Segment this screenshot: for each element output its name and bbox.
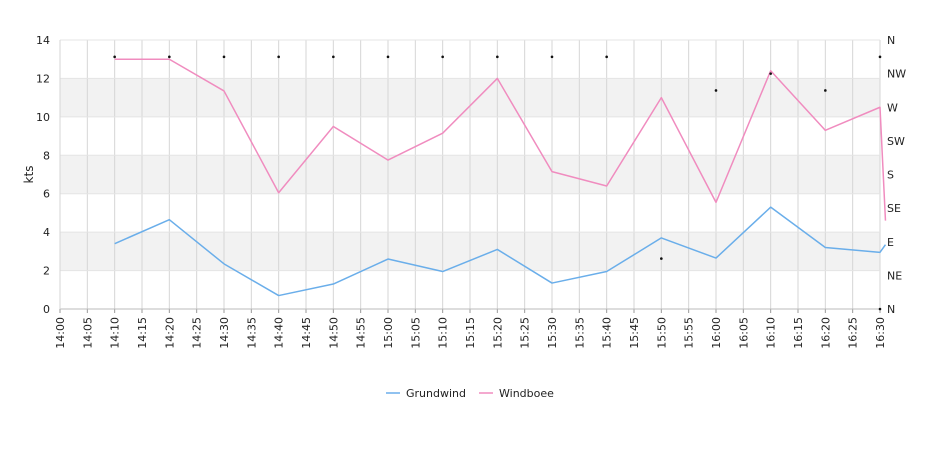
direction-point — [824, 89, 827, 92]
x-tick-label: 16:00 — [710, 317, 723, 349]
x-tick-label: 15:25 — [519, 317, 532, 349]
x-tick-label: 16:25 — [847, 317, 860, 349]
direction-tick-label: W — [887, 101, 898, 114]
direction-point — [550, 55, 554, 59]
y-tick-label: 6 — [43, 188, 50, 201]
direction-point — [222, 55, 226, 59]
direction-point — [605, 55, 608, 59]
x-tick-label: 16:20 — [819, 317, 832, 349]
x-tick-label: 14:50 — [327, 317, 340, 349]
direction-tick-labels: N NE E SE S SW W NW N — [887, 34, 906, 316]
x-tick-label: 14:20 — [163, 317, 176, 349]
x-tick-label: 14:55 — [355, 317, 368, 349]
direction-points — [113, 55, 882, 311]
x-tick-label: 15:50 — [655, 317, 668, 349]
x-tick-label: 16:10 — [765, 317, 778, 349]
x-tick-label: 14:25 — [191, 317, 204, 349]
x-tick-label: 14:15 — [136, 317, 149, 349]
direction-tick-label: SE — [887, 202, 901, 215]
y-tick-label: 8 — [43, 149, 50, 162]
y-tick-label: 12 — [36, 72, 50, 85]
direction-tick-label: N — [887, 34, 895, 47]
series-lines — [114, 58, 887, 297]
direction-point — [878, 307, 882, 311]
legend-label: Windboee — [499, 387, 554, 400]
direction-tick-label: N — [887, 303, 895, 316]
direction-tick-label: NW — [887, 68, 906, 81]
x-tick-label: 14:00 — [54, 317, 67, 349]
direction-point — [878, 55, 882, 59]
series-line-windboee — [114, 58, 887, 221]
x-tick-label: 15:30 — [546, 317, 559, 349]
direction-point — [714, 89, 718, 92]
direction-point — [660, 257, 663, 260]
direction-point — [113, 55, 116, 59]
y-tick-labels: 0 2 4 6 8 10 12 14 — [36, 34, 50, 316]
vertical-gridlines — [59, 40, 881, 309]
legend-label: Grundwind — [406, 387, 466, 400]
direction-point — [441, 55, 444, 59]
x-tick-label: 14:10 — [109, 317, 122, 349]
x-tick-label: 15:20 — [491, 317, 504, 349]
y-tick-label: 14 — [36, 34, 50, 47]
x-tick-label: 15:10 — [437, 317, 450, 349]
x-tick-label: 15:05 — [409, 317, 422, 349]
direction-point — [332, 55, 335, 59]
direction-point — [769, 72, 772, 75]
legend-item-grundwind: Grundwind — [386, 387, 466, 400]
direction-point — [496, 55, 499, 59]
direction-tick-label: S — [887, 169, 894, 182]
x-tick-label: 15:35 — [573, 317, 586, 349]
x-tick-label: 14:40 — [273, 317, 286, 349]
y-tick-label: 2 — [43, 265, 50, 278]
direction-tick-label: NE — [887, 269, 902, 282]
x-tick-label: 16:30 — [874, 317, 887, 349]
y-tick-label: 0 — [43, 303, 50, 316]
x-tick-label: 15:40 — [601, 317, 614, 349]
y-tick-label: 10 — [36, 111, 50, 124]
direction-tick-label: SW — [887, 135, 905, 148]
series-line-grundwind — [114, 206, 887, 297]
x-tick-label: 14:05 — [81, 317, 94, 349]
x-tick-labels: 14:00 14:05 14:10 14:15 14:20 14:25 14:30 14:35… — [54, 317, 887, 349]
x-tick-label: 16:05 — [737, 317, 750, 349]
x-tick-label: 14:30 — [218, 317, 231, 349]
y-axis-label: kts — [22, 166, 36, 184]
y-tick-label: 4 — [43, 226, 50, 239]
x-tick-label: 15:00 — [382, 317, 395, 349]
x-tick-label: 15:45 — [628, 317, 641, 349]
direction-point — [277, 55, 280, 59]
direction-point — [168, 55, 171, 59]
legend: Grundwind Windboee — [386, 387, 554, 400]
direction-point — [386, 55, 390, 59]
x-tick-label: 15:15 — [464, 317, 477, 349]
legend-item-windboee: Windboee — [479, 387, 554, 400]
axes — [59, 40, 881, 313]
x-tick-label: 14:45 — [300, 317, 313, 349]
x-tick-label: 16:15 — [792, 317, 805, 349]
x-tick-label: 14:35 — [245, 317, 258, 349]
direction-tick-label: E — [887, 236, 894, 249]
x-tick-label: 15:55 — [683, 317, 696, 349]
